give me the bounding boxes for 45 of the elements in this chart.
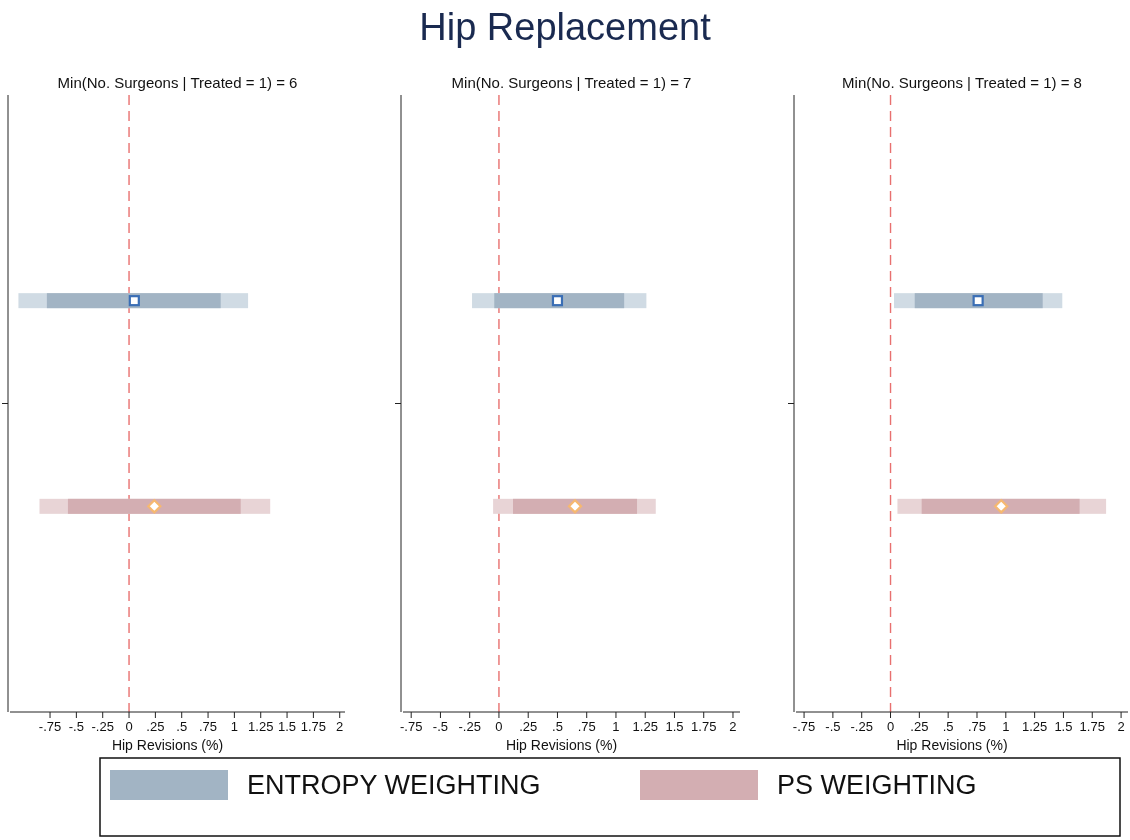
x-tick-label: 1.75 xyxy=(691,719,717,734)
x-tick-label: .75 xyxy=(577,719,596,734)
x-tick-label: 1.75 xyxy=(1079,719,1105,734)
x-tick-label: 1.75 xyxy=(300,719,327,734)
legend-label: ENTROPY WEIGHTING xyxy=(247,770,541,800)
x-tick-label: 1 xyxy=(612,719,620,734)
x-tick-label: 2 xyxy=(729,719,737,734)
x-tick-label: 0 xyxy=(886,719,895,734)
x-tick-label: -.75 xyxy=(38,719,62,734)
x-tick-label: -.5 xyxy=(432,719,449,734)
x-tick-label: -.25 xyxy=(91,719,114,734)
x-axis-title: Hip Revisions (%) xyxy=(111,737,224,753)
x-tick-label: -.25 xyxy=(850,719,873,734)
x-tick-label: 1.5 xyxy=(1054,719,1073,734)
x-tick-label: 2 xyxy=(1117,719,1125,734)
chart-title: Min(No. Surgeons | Treated = 1) = 8 xyxy=(842,74,1082,91)
x-tick-label: .5 xyxy=(942,719,954,734)
x-tick-label: 2 xyxy=(336,719,344,734)
x-tick-label: 1.25 xyxy=(1021,719,1048,734)
chart-title: Min(No. Surgeons | Treated = 1) = 6 xyxy=(57,74,298,91)
x-tick-label: 1.5 xyxy=(278,719,297,734)
x-tick-label: -.5 xyxy=(825,719,841,734)
x-tick-label: 1 xyxy=(1002,719,1010,734)
text: Hip Replacement xyxy=(419,6,712,48)
x-tick-label: .25 xyxy=(146,719,165,734)
x-tick-label: .75 xyxy=(967,719,987,734)
chart-title: Min(No. Surgeons | Treated = 1) = 7 xyxy=(451,74,692,91)
x-tick-label: -.25 xyxy=(458,719,481,734)
x-tick-label: 0 xyxy=(495,719,503,734)
x-axis-title: Hip Revisions (%) xyxy=(505,737,618,753)
x-tick-label: 1.25 xyxy=(248,719,274,734)
x-tick-label: .75 xyxy=(199,719,218,734)
x-tick-label: .5 xyxy=(552,719,563,734)
x-tick-label: -.5 xyxy=(68,719,84,734)
legend-label: PS WEIGHTING xyxy=(777,770,977,800)
x-axis-title: Hip Revisions (%) xyxy=(896,737,1008,753)
x-tick-label: 1 xyxy=(230,719,238,734)
x-tick-label: -.75 xyxy=(399,719,423,734)
x-tick-label: 1.5 xyxy=(665,719,684,734)
x-tick-label: 1.25 xyxy=(632,719,658,734)
x-tick-label: .25 xyxy=(519,719,538,734)
x-tick-label: .25 xyxy=(910,719,929,734)
x-tick-label: .5 xyxy=(176,719,188,734)
x-tick-label: -.75 xyxy=(792,719,816,734)
x-tick-label: 0 xyxy=(125,719,133,734)
